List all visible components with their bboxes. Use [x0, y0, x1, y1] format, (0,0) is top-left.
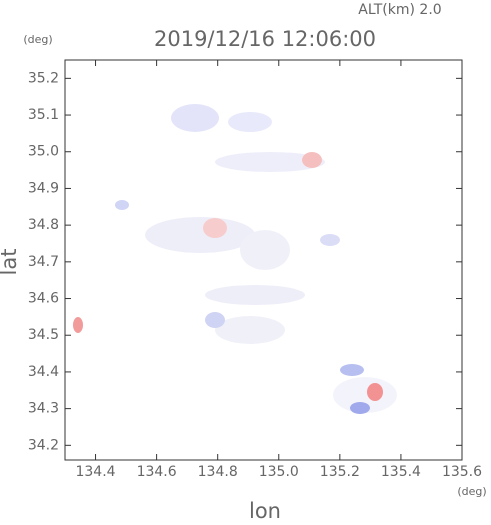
y-tick-label: 34.7 [28, 254, 59, 270]
x-tick-label: 134.4 [75, 464, 115, 480]
echo-blob [215, 316, 285, 344]
x-tick-label: 135.2 [320, 464, 360, 480]
echo-blob [145, 217, 255, 253]
y-tick-label: 35.2 [28, 70, 59, 86]
y-tick-label: 34.9 [28, 180, 59, 196]
chart-subtitle: ALT(km) 2.0 [358, 2, 441, 18]
y-tick-label: 35.0 [28, 144, 59, 160]
y-tick-label: 34.4 [28, 364, 59, 380]
echo-blob [333, 377, 397, 413]
y-unit: (deg) [23, 33, 52, 46]
y-tick-label: 34.2 [28, 437, 59, 453]
y-tick-label: 34.5 [28, 327, 59, 343]
x-axis-label: lon [249, 499, 281, 521]
echo-blob [340, 364, 364, 376]
echo-blob [115, 200, 129, 210]
echo-field [73, 104, 397, 414]
y-axis-label: lat [0, 249, 21, 276]
echo-blob [240, 230, 290, 270]
echo-blob [215, 152, 325, 172]
x-tick-label: 135.4 [381, 464, 421, 480]
echo-blob [73, 317, 83, 333]
echo-blob [203, 218, 227, 238]
echo-blob [350, 402, 370, 414]
y-tick-label: 34.3 [28, 401, 59, 417]
echo-blob [205, 285, 305, 305]
y-tick-label: 35.1 [28, 107, 59, 123]
x-tick-label: 134.6 [137, 464, 177, 480]
x-tick-label: 135.0 [259, 464, 299, 480]
x-unit: (deg) [457, 485, 486, 498]
echo-blob [205, 312, 225, 328]
chart-title: 2019/12/16 12:06:00 [154, 27, 376, 51]
y-tick-label: 34.8 [28, 217, 59, 233]
echo-blob [320, 234, 340, 246]
plot-frame [64, 59, 463, 461]
x-tick-label: 134.8 [198, 464, 238, 480]
echo-blob [302, 152, 322, 168]
echo-blob [228, 112, 272, 132]
y-tick-label: 34.6 [28, 291, 59, 307]
x-tick-label: 135.6 [442, 464, 482, 480]
echo-blob [367, 383, 383, 401]
echo-blob [171, 104, 219, 132]
